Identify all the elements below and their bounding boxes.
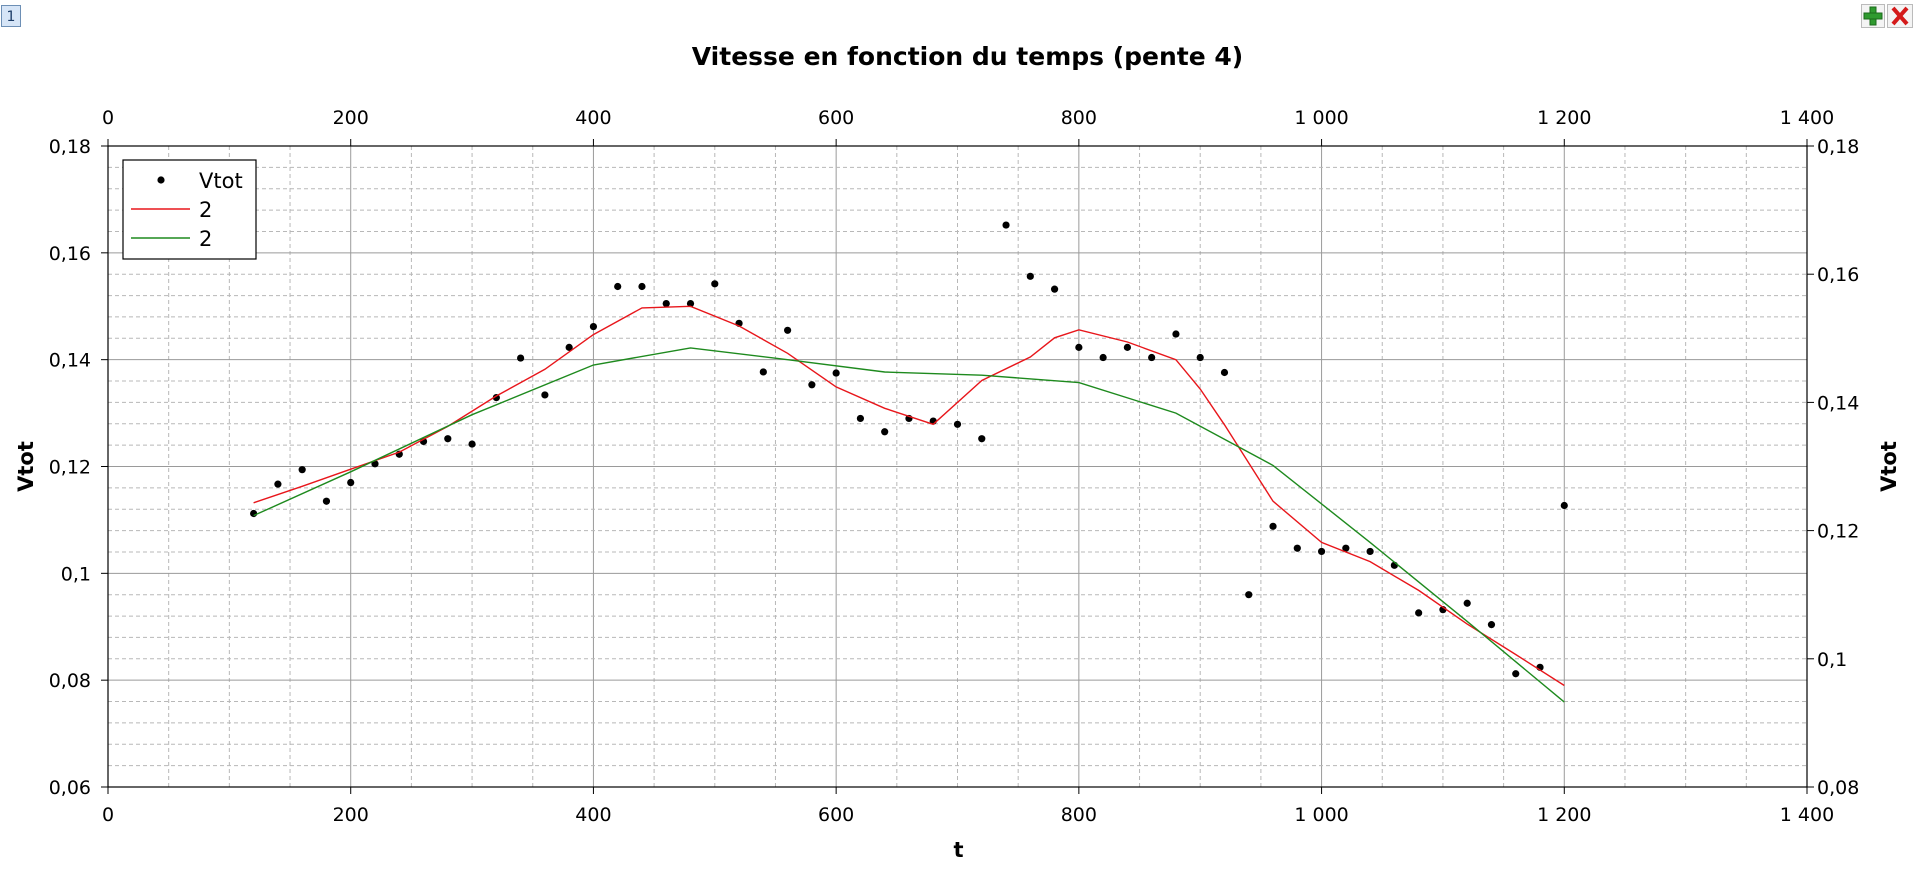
- add-button[interactable]: [1861, 4, 1885, 28]
- x-tick-label-top: 1 400: [1780, 107, 1834, 129]
- x-tick-label-top: 200: [333, 107, 369, 129]
- x-tick-label: 800: [1061, 804, 1097, 826]
- data-point: [1220, 368, 1229, 377]
- x-tick-label: 1 200: [1537, 804, 1591, 826]
- data-point: [1123, 343, 1131, 351]
- data-point: [1342, 544, 1350, 552]
- y-tick-label-right: 0,16: [1817, 264, 1859, 286]
- x-tick-label: 0: [102, 804, 114, 826]
- data-point: [614, 282, 622, 291]
- data-point: [274, 480, 282, 488]
- y-tick-label-right: 0,18: [1817, 136, 1859, 158]
- x-tick-label-top: 800: [1061, 107, 1097, 129]
- data-point: [881, 428, 889, 436]
- x-tick-label: 400: [575, 804, 611, 826]
- data-point: [978, 435, 986, 443]
- graph-tab[interactable]: 1: [1, 5, 21, 27]
- y-tick-label-left: 0,16: [49, 243, 91, 265]
- data-point: [686, 299, 695, 308]
- data-point: [1560, 501, 1568, 510]
- y-tick-label-left: 0,1: [61, 563, 91, 585]
- series-line-1: [253, 305, 1565, 687]
- data-point: [1366, 547, 1374, 556]
- series: [250, 221, 1568, 703]
- data-point: [1512, 670, 1520, 678]
- x-tick-label-top: 600: [818, 107, 854, 129]
- y-tick-label-left: 0,08: [49, 670, 91, 692]
- y-tick-label-left: 0,18: [49, 136, 91, 158]
- y-axis-title-left: Vtot: [14, 441, 38, 492]
- data-point: [589, 322, 598, 331]
- data-point: [953, 420, 962, 428]
- y-tick-label-right: 0,08: [1817, 777, 1859, 799]
- data-point: [808, 381, 816, 389]
- data-point: [541, 391, 549, 399]
- data-point: [1463, 599, 1471, 607]
- data-point: [1050, 285, 1059, 293]
- data-point: [322, 497, 331, 505]
- y-tick-label-left: 0,06: [49, 777, 91, 799]
- series-line-2: [253, 347, 1565, 703]
- data-point: [832, 369, 840, 377]
- data-point: [1148, 353, 1156, 362]
- chart-title: Vitesse en fonction du temps (pente 4): [692, 42, 1243, 71]
- x-tick-label-top: 0: [102, 107, 114, 129]
- data-point: [517, 354, 525, 362]
- data-point: [638, 282, 646, 291]
- axes: 0 0 200 200 400 400 600 600 800 800 1 000 1 000 1 20…: [49, 107, 1860, 826]
- data-point: [1026, 272, 1034, 280]
- close-button[interactable]: [1887, 4, 1913, 28]
- data-point: [1487, 621, 1496, 629]
- legend-swatch: [157, 176, 165, 184]
- legend: Vtot 2 2: [122, 159, 257, 260]
- legend-label: 2: [199, 227, 212, 251]
- y-tick-label-left: 0,14: [49, 350, 91, 372]
- data-point: [347, 478, 355, 487]
- data-point: [565, 343, 573, 351]
- data-point: [1002, 221, 1010, 229]
- data-point: [1196, 353, 1204, 362]
- data-point: [468, 440, 476, 448]
- data-point: [298, 466, 306, 474]
- y-axis-title-right: Vtot: [1877, 441, 1901, 492]
- x-tick-label: 600: [818, 804, 854, 826]
- data-point: [1172, 330, 1180, 338]
- x-tick-label: 200: [333, 804, 369, 826]
- data-point: [856, 414, 865, 423]
- data-point: [662, 299, 670, 308]
- x-tick-label-top: 1 200: [1537, 107, 1591, 129]
- y-tick-label-right: 0,12: [1817, 521, 1859, 543]
- data-point: [1317, 547, 1326, 556]
- plus-icon: [1863, 6, 1883, 26]
- y-tick-label-left: 0,12: [49, 457, 91, 479]
- y-tick-label-right: 0,14: [1817, 392, 1859, 414]
- x-axis-title: t: [953, 838, 963, 862]
- data-point: [444, 435, 452, 443]
- legend-label: Vtot: [199, 169, 243, 193]
- window-toolbar: 1: [0, 0, 1919, 30]
- data-point: [1269, 522, 1277, 530]
- data-point: [711, 280, 719, 288]
- legend-label: 2: [199, 198, 212, 222]
- close-icon: [1891, 6, 1909, 26]
- data-point: [1099, 353, 1107, 362]
- data-point: [784, 326, 792, 334]
- x-tick-label: 1 000: [1294, 804, 1348, 826]
- data-point: [1293, 544, 1301, 552]
- x-tick-label-top: 400: [575, 107, 611, 129]
- data-point: [492, 393, 500, 402]
- y-tick-label-right: 0,1: [1817, 649, 1847, 671]
- x-tick-label: 1 400: [1780, 804, 1834, 826]
- x-tick-label-top: 1 000: [1294, 107, 1348, 129]
- data-point: [1415, 609, 1423, 617]
- data-point: [1245, 591, 1253, 599]
- data-point: [250, 509, 258, 518]
- data-point: [759, 368, 767, 376]
- data-point: [1075, 343, 1083, 351]
